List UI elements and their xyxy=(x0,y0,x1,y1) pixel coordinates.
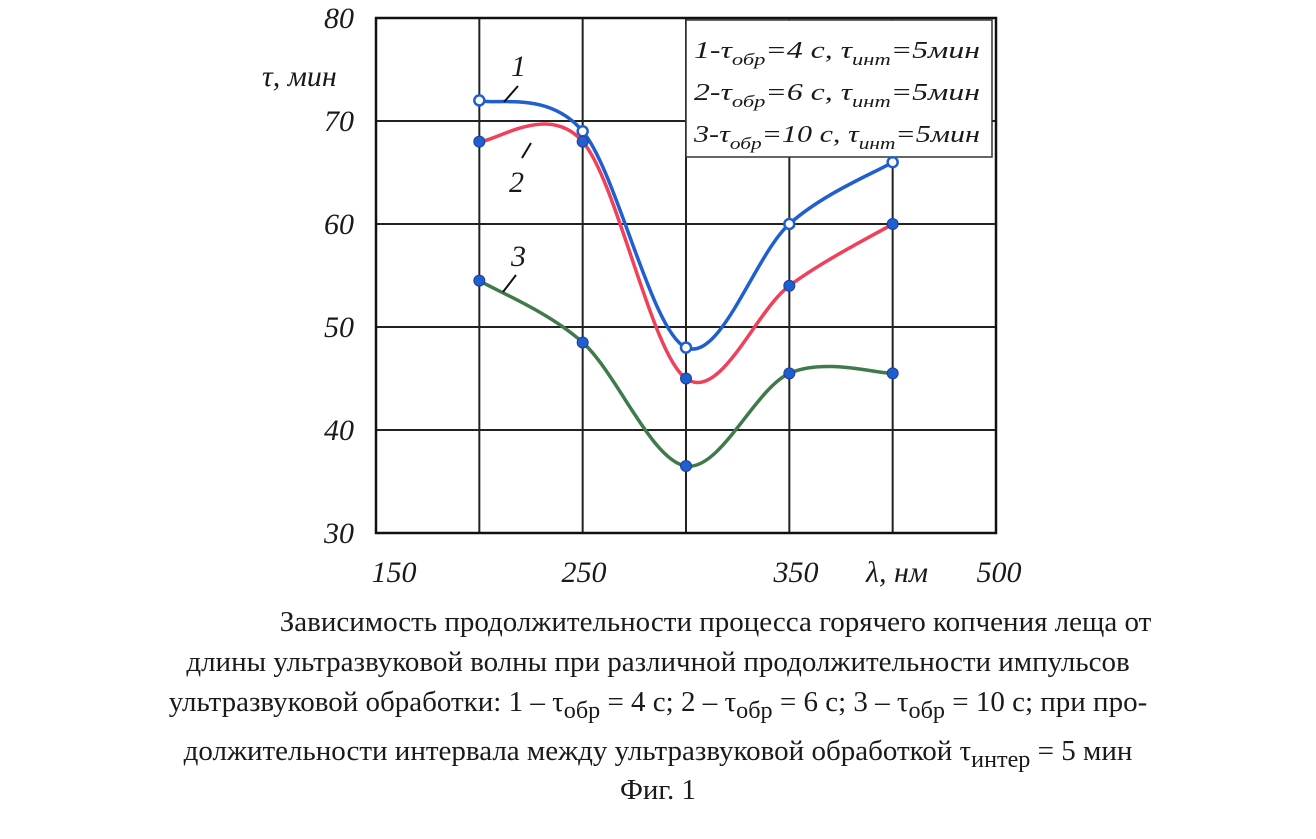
x-tick-label: 250 xyxy=(562,556,607,589)
y-tick-label: 30 xyxy=(323,517,354,550)
caption-line: ультразвуковой обработки: 1 – τобр = 4 с… xyxy=(8,682,1308,731)
data-point xyxy=(474,136,485,147)
data-point xyxy=(474,275,485,286)
y-tick-label: 40 xyxy=(324,414,354,447)
x-tick-label: 500 xyxy=(977,556,1022,589)
x-tick-label: 150 xyxy=(372,556,417,589)
legend: 1-τобр=4 с, τинт=5мин2-τобр=6 с, τинт=5м… xyxy=(686,20,992,157)
curve-label-leader xyxy=(522,143,531,158)
data-point xyxy=(887,219,898,230)
data-point xyxy=(577,337,588,348)
figure-caption: Зависимость продолжительности процесса г… xyxy=(8,602,1308,780)
curve-label-leader xyxy=(504,86,518,102)
data-point xyxy=(681,373,692,384)
caption-line: длины ультразвуковой волны при различной… xyxy=(8,642,1308,682)
x-axis-label: λ, нм xyxy=(865,556,928,589)
caption-line: должительности интервала между ультразву… xyxy=(8,731,1308,780)
figure-number: Фиг. 1 xyxy=(0,774,1316,807)
data-point xyxy=(577,136,588,147)
data-point xyxy=(888,157,898,167)
curve-label-leader xyxy=(503,275,516,292)
y-tick-label: 80 xyxy=(324,2,354,35)
data-point xyxy=(784,219,794,229)
y-tick-label: 60 xyxy=(324,208,354,241)
data-point xyxy=(784,280,795,291)
data-point xyxy=(784,368,795,379)
curve-label-1: 1 xyxy=(511,50,526,83)
y-tick-label: 70 xyxy=(324,105,354,138)
curve-label-3: 3 xyxy=(510,240,526,273)
caption-line: Зависимость продолжительности процесса г… xyxy=(8,602,1308,642)
data-point xyxy=(681,343,691,353)
y-tick-label: 50 xyxy=(324,311,354,344)
x-tick-label: 350 xyxy=(773,556,819,589)
y-axis-label: τ, мин xyxy=(262,60,337,93)
chart: 1-τобр=4 с, τинт=5мин2-τобр=6 с, τинт=5м… xyxy=(0,0,1316,600)
data-point xyxy=(887,368,898,379)
data-point xyxy=(474,95,484,105)
curve-label-2: 2 xyxy=(509,166,524,199)
data-point xyxy=(681,461,692,472)
data-point xyxy=(578,126,588,136)
